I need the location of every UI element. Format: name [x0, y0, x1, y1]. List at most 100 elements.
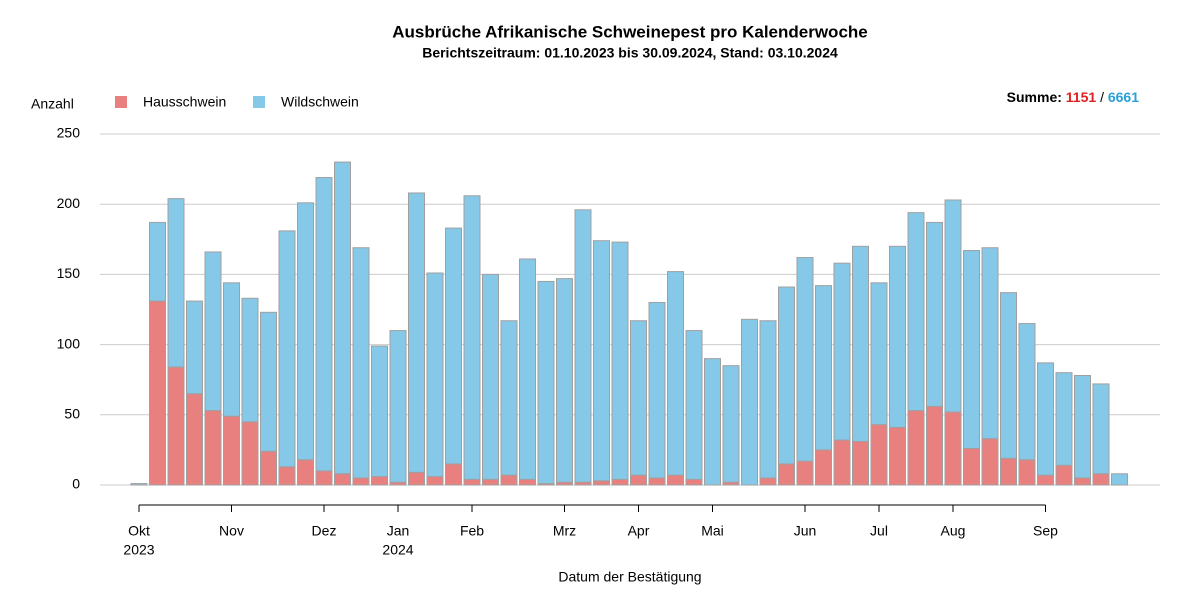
bar	[870, 282, 888, 426]
bar	[334, 161, 351, 475]
bar	[722, 365, 740, 483]
y-axis-label: Anzahl	[31, 96, 74, 112]
bar	[463, 478, 481, 486]
bar	[907, 410, 925, 486]
bar	[759, 477, 777, 486]
bar	[815, 449, 832, 486]
bar	[1018, 323, 1036, 461]
x-tick-label: Sep	[1033, 523, 1058, 539]
x-tick-label: Jul	[870, 523, 888, 539]
bar	[389, 330, 407, 483]
bar	[223, 282, 240, 417]
bar	[870, 424, 888, 486]
bar	[1074, 374, 1091, 479]
bar	[408, 192, 425, 473]
bar	[852, 440, 869, 486]
bar	[981, 247, 999, 440]
bar	[926, 405, 943, 486]
x-axis-label: Datum der Bestätigung	[558, 569, 701, 585]
bar	[260, 311, 277, 452]
bar	[611, 478, 629, 486]
summary-separator: /	[1100, 89, 1104, 105]
summary: Summe: 1151 / 6661	[1007, 89, 1140, 105]
y-tick-label: 150	[57, 265, 81, 281]
bar	[408, 471, 425, 486]
bar	[833, 439, 851, 486]
legend-label: Wildschwein	[281, 94, 359, 110]
bar	[426, 272, 444, 478]
bar	[519, 478, 536, 486]
bar	[371, 476, 388, 486]
bar	[833, 262, 851, 441]
x-tick-label: 2024	[382, 542, 413, 558]
bar	[204, 251, 222, 412]
bar	[1055, 372, 1073, 466]
bar	[1092, 473, 1110, 486]
bar	[630, 320, 647, 476]
bar	[944, 411, 962, 486]
bar	[1000, 457, 1017, 486]
bar	[482, 478, 499, 486]
legend-swatch	[253, 96, 265, 108]
bar	[537, 280, 555, 485]
y-tick-label: 50	[64, 406, 80, 422]
bar	[1018, 459, 1036, 486]
bar	[889, 426, 906, 486]
x-tick-label: Jan	[387, 523, 410, 539]
bar	[907, 212, 925, 412]
y-tick-label: 250	[57, 125, 81, 141]
summary-value: 1151	[1066, 89, 1097, 105]
bar	[130, 483, 148, 486]
bar	[500, 320, 518, 476]
bar	[1000, 292, 1017, 459]
bar	[149, 221, 166, 302]
x-tick-label: Feb	[460, 523, 484, 539]
legend-label: Hausschwein	[143, 94, 226, 110]
bar	[648, 477, 666, 486]
bar	[167, 198, 185, 368]
bar	[815, 285, 832, 451]
bar	[963, 447, 980, 486]
bar	[593, 240, 610, 482]
x-tick-label: Aug	[941, 523, 966, 539]
x-tick-label: Nov	[219, 523, 244, 539]
legend-swatch	[115, 96, 127, 108]
bar	[648, 301, 666, 479]
bar	[352, 247, 370, 479]
x-tick-label: Dez	[312, 523, 337, 539]
bar	[778, 286, 795, 465]
bar	[149, 300, 166, 486]
bar	[334, 473, 351, 486]
bar	[981, 438, 999, 486]
bar	[241, 421, 259, 486]
x-tick-label: Apr	[628, 523, 650, 539]
bar	[611, 241, 629, 480]
bar	[278, 230, 296, 468]
y-tick-label: 0	[72, 476, 80, 492]
y-tick-label: 100	[57, 335, 81, 351]
bar	[796, 257, 814, 462]
bar	[963, 250, 980, 449]
y-tick-label: 200	[57, 195, 81, 211]
x-tick-label: Mai	[701, 523, 724, 539]
bar	[574, 209, 592, 483]
bar	[944, 199, 962, 413]
summary-value: 6661	[1108, 89, 1139, 105]
bar	[204, 410, 222, 486]
bar	[685, 478, 703, 486]
bar	[371, 345, 388, 478]
bar	[796, 460, 814, 486]
bar	[352, 477, 370, 486]
bar	[519, 258, 536, 480]
bar	[556, 278, 573, 483]
bar	[1111, 473, 1128, 486]
bar	[186, 300, 203, 395]
x-tick-label: Okt	[128, 523, 150, 539]
bar	[463, 195, 481, 480]
bar	[1074, 477, 1091, 486]
bar	[889, 245, 906, 428]
bar	[241, 297, 259, 423]
bar	[1055, 464, 1073, 486]
bar	[223, 415, 240, 486]
